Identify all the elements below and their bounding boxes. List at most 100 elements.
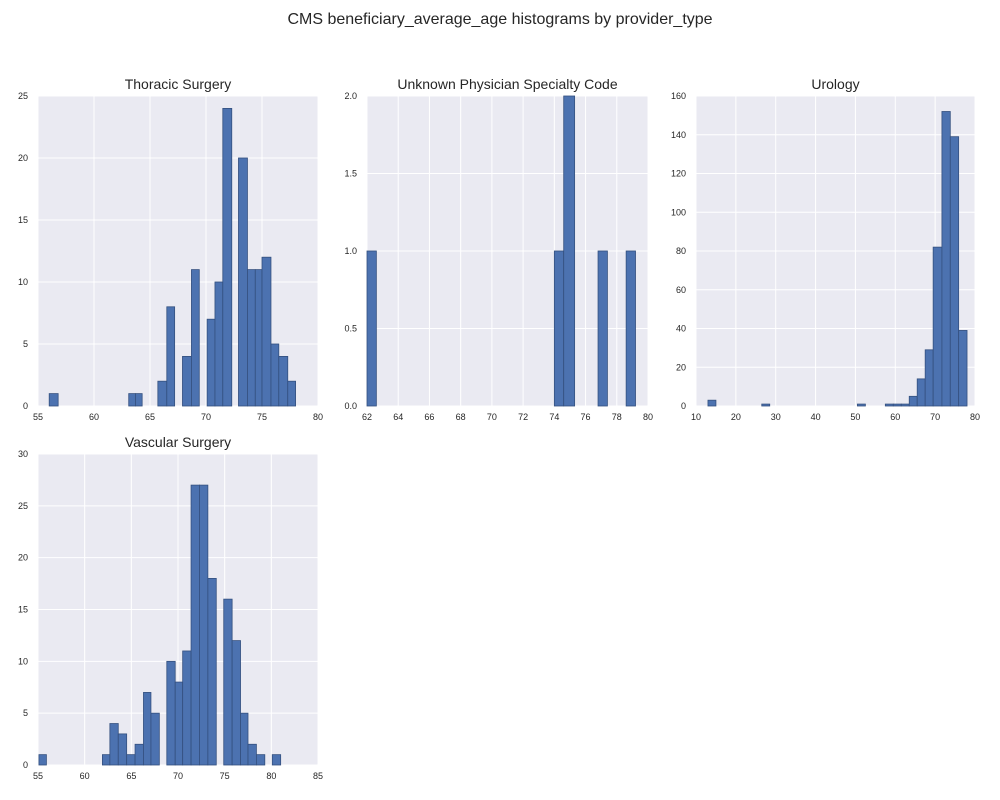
- histogram-bar: [625, 250, 636, 407]
- y-tick-label: 160: [671, 91, 686, 101]
- x-tick-label: 60: [890, 412, 900, 422]
- histogram-bar: [908, 395, 918, 407]
- histogram-bar: [287, 380, 297, 407]
- histogram-bar: [48, 393, 59, 407]
- panel-title: Vascular Surgery: [125, 434, 231, 450]
- histogram-bar: [109, 723, 119, 766]
- x-tick-label: 65: [126, 771, 136, 781]
- x-tick-label: 70: [201, 412, 211, 422]
- histogram-bar: [271, 754, 282, 766]
- y-tick-label: 5: [23, 339, 28, 349]
- panel-title: Thoracic Surgery: [125, 76, 232, 92]
- histogram-bar: [949, 136, 960, 407]
- y-tick-label: 100: [671, 207, 686, 217]
- figure-title: CMS beneficiary_average_age histograms b…: [287, 11, 713, 28]
- y-tick-label: 30: [18, 449, 28, 459]
- histogram-bar: [157, 380, 168, 407]
- panel-title: Unknown Physician Specialty Code: [397, 76, 617, 92]
- y-tick-label: 0: [23, 760, 28, 770]
- y-tick-label: 10: [18, 277, 28, 287]
- panel-unknown-physician-specialty-code: Unknown Physician Specialty Code 62 64 66 68…: [344, 76, 653, 422]
- histogram-bar: [38, 754, 47, 766]
- x-tick-label: 62: [362, 412, 372, 422]
- histogram-bar: [190, 484, 200, 766]
- histogram-bar: [207, 578, 217, 766]
- x-tick-label: 80: [313, 412, 323, 422]
- x-tick-label: 60: [89, 412, 99, 422]
- x-tick-label: 80: [266, 771, 276, 781]
- x-tick-label: 72: [518, 412, 528, 422]
- y-tick-label: 10: [18, 656, 28, 666]
- histogram-bar: [166, 660, 176, 766]
- x-tick-label: 85: [313, 771, 323, 781]
- histogram-bar: [366, 250, 377, 407]
- y-tick-label: 0: [681, 401, 686, 411]
- histogram-bar: [174, 681, 184, 766]
- histogram-bar: [191, 269, 200, 407]
- histogram-bar: [199, 484, 209, 766]
- y-tick-label: 15: [18, 215, 28, 225]
- panel-thoracic-surgery: Thoracic Surgery 55 60 65 70 75 80 0 5 10 15 20 25: [18, 76, 323, 422]
- histogram-bar: [278, 355, 289, 407]
- x-tick-label: 75: [257, 412, 267, 422]
- y-tick-label: 60: [676, 285, 686, 295]
- histogram-bar: [924, 349, 934, 407]
- x-tick-label: 30: [771, 412, 781, 422]
- x-tick-label: 60: [80, 771, 90, 781]
- histogram-bar: [143, 692, 152, 766]
- y-tick-label: 1.5: [344, 169, 357, 179]
- histogram-bar: [135, 393, 143, 407]
- y-tick-label: 120: [671, 169, 686, 179]
- histogram-bar: [166, 306, 176, 407]
- histogram-bar: [916, 378, 926, 407]
- x-tick-label: 80: [643, 412, 653, 422]
- histogram-bar: [222, 108, 233, 407]
- histogram-bar: [238, 157, 248, 407]
- y-tick-label: 40: [676, 324, 686, 334]
- histogram-bar: [707, 399, 717, 407]
- histogram-bar: [150, 712, 160, 766]
- histogram-bar: [231, 640, 241, 766]
- panel-urology: Urology 10 20 30 40 50 60 70 80 0 20 40 60 80 100 120 14…: [671, 76, 980, 422]
- histogram-bar: [223, 598, 233, 766]
- histogram-bar: [247, 743, 257, 766]
- histogram-bar: [254, 269, 263, 407]
- y-tick-label: 5: [23, 708, 28, 718]
- histogram-bar: [126, 754, 136, 766]
- histogram-bar: [247, 269, 256, 407]
- histogram-bar: [563, 95, 576, 407]
- x-tick-label: 80: [970, 412, 980, 422]
- histogram-bar: [932, 246, 943, 407]
- y-tick-label: 1.0: [344, 246, 357, 256]
- y-tick-label: 20: [18, 153, 28, 163]
- histogram-bar: [117, 733, 128, 766]
- x-tick-label: 55: [33, 412, 43, 422]
- x-tick-label: 65: [145, 412, 155, 422]
- histogram-bar: [182, 355, 192, 407]
- panel-vascular-surgery: Vascular Surgery 55 60 65 70 75 80 85 0 5 10 15 20 25…: [18, 434, 323, 781]
- histogram-bar: [553, 250, 565, 407]
- x-tick-label: 70: [930, 412, 940, 422]
- x-tick-label: 64: [393, 412, 403, 422]
- x-tick-label: 20: [731, 412, 741, 422]
- histogram-bar: [270, 343, 280, 407]
- histogram-bar: [255, 754, 266, 766]
- histogram-bar: [182, 650, 192, 766]
- x-tick-label: 70: [173, 771, 183, 781]
- histogram-bar: [900, 403, 910, 407]
- x-tick-label: 68: [456, 412, 466, 422]
- y-tick-label: 15: [18, 605, 28, 615]
- y-tick-label: 0: [23, 401, 28, 411]
- y-tick-label: 25: [18, 91, 28, 101]
- panel-title: Urology: [811, 76, 859, 92]
- x-tick-label: 40: [811, 412, 821, 422]
- x-tick-label: 10: [691, 412, 701, 422]
- x-tick-label: 66: [424, 412, 434, 422]
- y-tick-label: 0.5: [344, 324, 357, 334]
- y-tick-label: 0.0: [344, 401, 357, 411]
- histogram-bar: [892, 403, 902, 407]
- histogram-bar: [206, 318, 216, 407]
- histogram-bar: [214, 281, 224, 407]
- y-tick-label: 20: [676, 362, 686, 372]
